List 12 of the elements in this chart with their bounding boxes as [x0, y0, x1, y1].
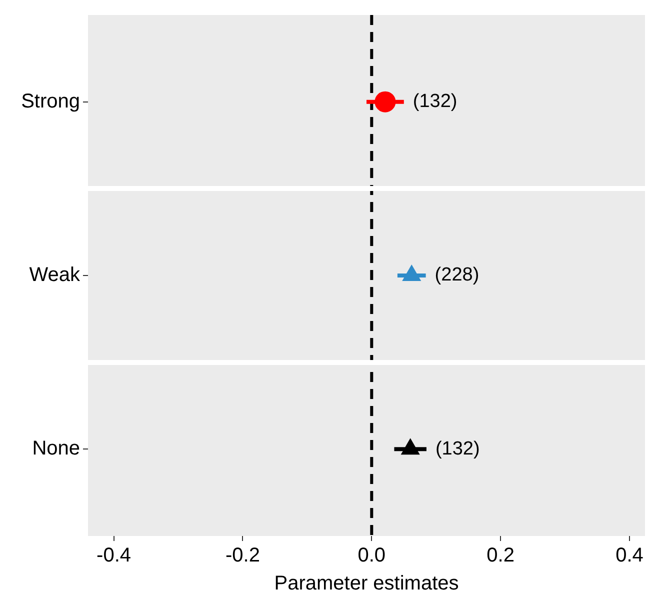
y-tick-label: None: [32, 438, 80, 460]
x-tick-label: 0.4: [616, 544, 644, 567]
annotation: (132): [435, 438, 480, 460]
annotation: (132): [412, 91, 458, 112]
x-tick-label: 0.0: [358, 544, 386, 567]
x-tick-label: -0.4: [96, 544, 132, 567]
x-tick-label: 0.2: [486, 544, 514, 567]
x-tick-label: -0.2: [225, 544, 260, 567]
y-tick-label: Strong: [21, 90, 80, 112]
annotation: (228): [434, 264, 480, 286]
y-tick-label: Weak: [29, 264, 81, 286]
x-axis-title: Parameter estimates: [274, 572, 459, 595]
